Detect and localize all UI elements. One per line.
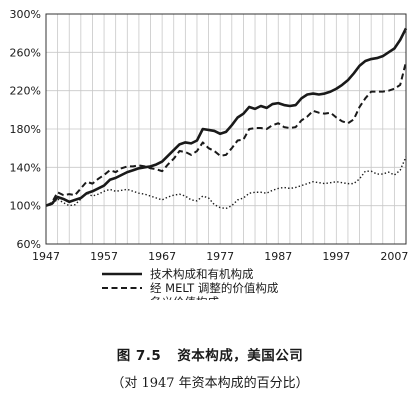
y-tick-label-5: 260% [10, 46, 41, 59]
line-chart: 60% 100% 140% 180% 220% 260% 300% 1947 1957 1967… [10, 8, 409, 300]
legend-label-solid: 技术构成和有机构成 [150, 267, 254, 281]
series-lines [45, 27, 408, 210]
grid-lines [46, 13, 406, 245]
chart-subtitle: （对 1947 年资本构成的百分比） [111, 376, 309, 391]
y-tick-label-0: 60% [17, 238, 41, 251]
y-axis-ticks: 60% 100% 140% 180% 220% 260% 300% [10, 8, 41, 251]
plot-frame [45, 13, 407, 245]
x-tick-label-3: 1977 [206, 250, 234, 263]
series-line-dashed [45, 61, 407, 207]
y-tick-label-4: 220% [10, 85, 41, 98]
series-line-solid [45, 27, 408, 207]
y-tick-label-6: 300% [10, 8, 41, 21]
x-tick-label-5: 1997 [322, 250, 350, 263]
figure-caption: 图 7.5 资本构成，美国公司 [0, 344, 420, 364]
x-axis-ticks: 1947 1957 1967 1977 1987 1997 2007 [32, 250, 408, 263]
legend-label-dotted: 名义价值构成 [150, 295, 219, 300]
series-line-dotted [45, 156, 407, 210]
x-tick-label-1: 1957 [90, 250, 118, 263]
figure-number: 图 7.5 [116, 348, 162, 364]
y-tick-label-3: 180% [10, 123, 41, 136]
x-tick-label-4: 1987 [264, 250, 292, 263]
x-tick-label-0: 1947 [32, 250, 60, 263]
x-tick-label-2: 1967 [148, 250, 176, 263]
y-tick-label-1: 100% [10, 200, 41, 213]
y-tick-label-2: 140% [10, 161, 41, 174]
legend-label-dashed: 经 MELT 调整的价值构成 [150, 281, 279, 295]
x-tick-label-6: 2007 [380, 250, 408, 263]
chart-title: 资本构成，美国公司 [177, 348, 304, 364]
